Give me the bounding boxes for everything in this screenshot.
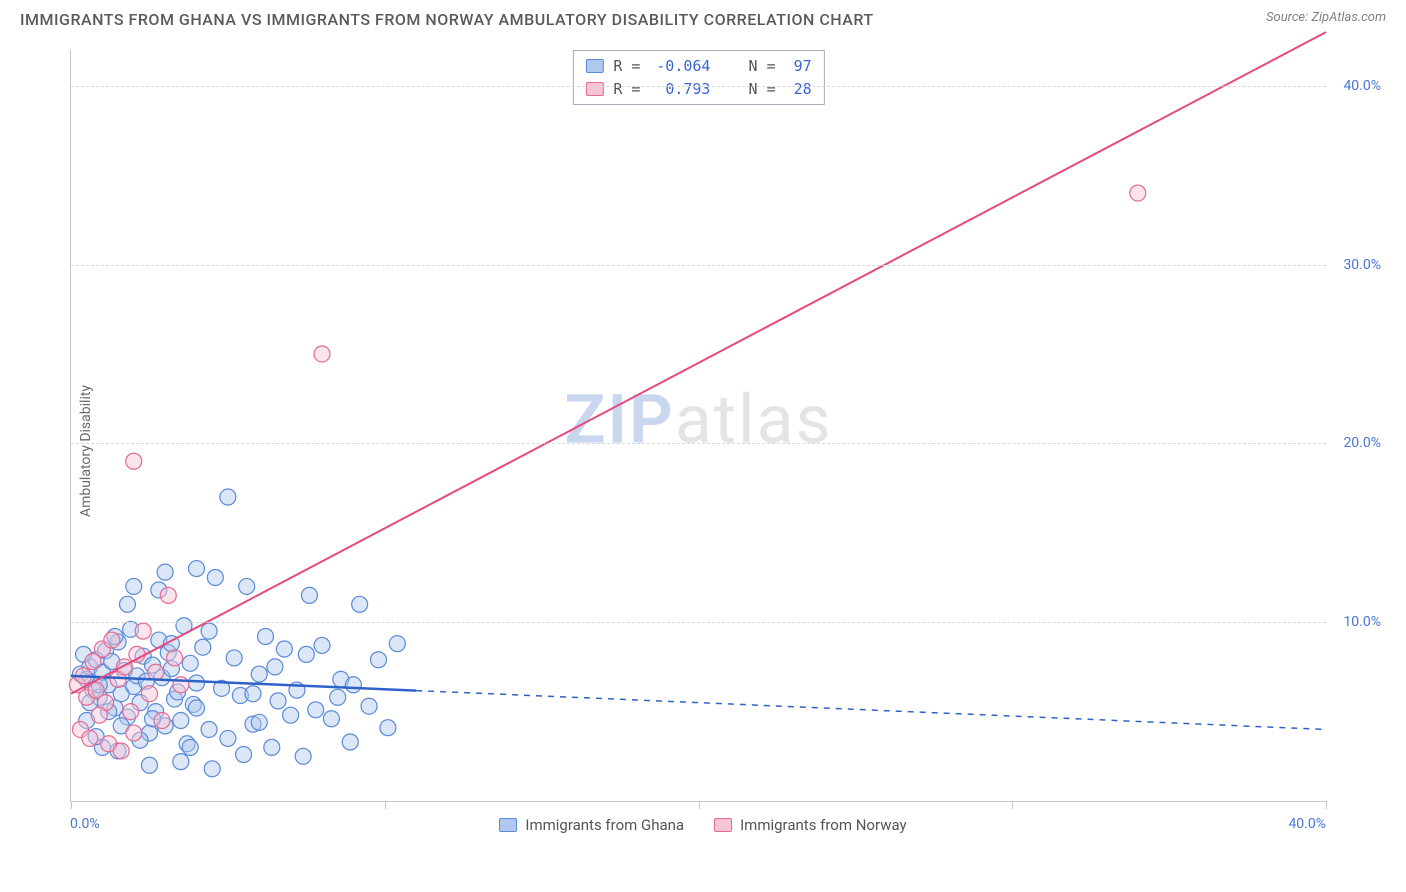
data-point [189,675,205,691]
data-point [264,739,280,755]
data-point [141,686,157,702]
data-point [104,632,120,648]
data-point [220,489,236,505]
legend-swatch [499,818,517,832]
data-point [126,453,142,469]
x-tick [699,801,700,809]
data-point [389,636,405,652]
data-point [182,655,198,671]
data-point [258,628,274,644]
data-point [298,646,314,662]
data-point [123,704,139,720]
data-point [148,664,164,680]
data-point [323,711,339,727]
data-point [141,757,157,773]
trend-line-extrapolated [416,691,1326,730]
data-point [236,747,252,763]
trend-line [71,32,1326,694]
data-point [251,666,267,682]
data-point [267,659,283,675]
data-point [204,761,220,777]
gridline [71,86,1326,87]
y-tick-label: 20.0% [1343,435,1381,451]
data-point [126,725,142,741]
source-attribution: Source: ZipAtlas.com [1266,10,1386,29]
data-point [283,707,299,723]
data-point [173,754,189,770]
data-point [157,564,173,580]
data-point [195,639,211,655]
y-tick-label: 40.0% [1343,78,1381,94]
legend-item: Immigrants from Ghana [499,816,684,834]
data-point [301,587,317,603]
data-point [91,707,107,723]
data-point [270,693,286,709]
legend-item: Immigrants from Norway [714,816,907,834]
data-point [352,596,368,612]
gridline [71,265,1326,266]
data-point [82,730,98,746]
chart-svg [71,50,1326,801]
data-point [295,748,311,764]
data-point [173,713,189,729]
data-point [201,623,217,639]
legend-label: Immigrants from Ghana [525,816,684,834]
data-point [167,650,183,666]
y-tick-label: 30.0% [1343,257,1381,273]
x-tick [1326,801,1327,809]
chart-title: IMMIGRANTS FROM GHANA VS IMMIGRANTS FROM… [20,10,874,29]
data-point [113,743,129,759]
data-point [226,650,242,666]
data-point [182,739,198,755]
data-point [201,721,217,737]
plot-area: ZIPatlas R =-0.064 N =97R =0.793 N =28 1… [70,50,1326,802]
data-point [239,578,255,594]
y-tick-label: 10.0% [1343,614,1381,630]
x-tick [385,801,386,809]
data-point [189,700,205,716]
data-point [207,569,223,585]
data-point [314,346,330,362]
data-point [330,689,346,705]
x-tick [1012,801,1013,809]
data-point [154,713,170,729]
legend-label: Immigrants from Norway [740,816,907,834]
data-point [380,720,396,736]
data-point [135,623,151,639]
data-point [370,652,386,668]
data-point [160,587,176,603]
data-point [220,730,236,746]
source-link[interactable]: ZipAtlas.com [1311,10,1386,25]
data-point [251,714,267,730]
data-point [119,596,135,612]
x-tick [71,801,72,809]
data-point [308,702,324,718]
gridline [71,443,1326,444]
data-point [361,698,377,714]
data-point [126,578,142,594]
data-point [116,659,132,675]
data-point [245,686,261,702]
data-point [1130,185,1146,201]
chart-legend: Immigrants from Ghana Immigrants from Nor… [20,816,1386,834]
data-point [314,637,330,653]
data-point [276,641,292,657]
gridline [71,622,1326,623]
data-point [189,561,205,577]
legend-swatch [714,818,732,832]
data-point [345,677,361,693]
data-point [342,734,358,750]
